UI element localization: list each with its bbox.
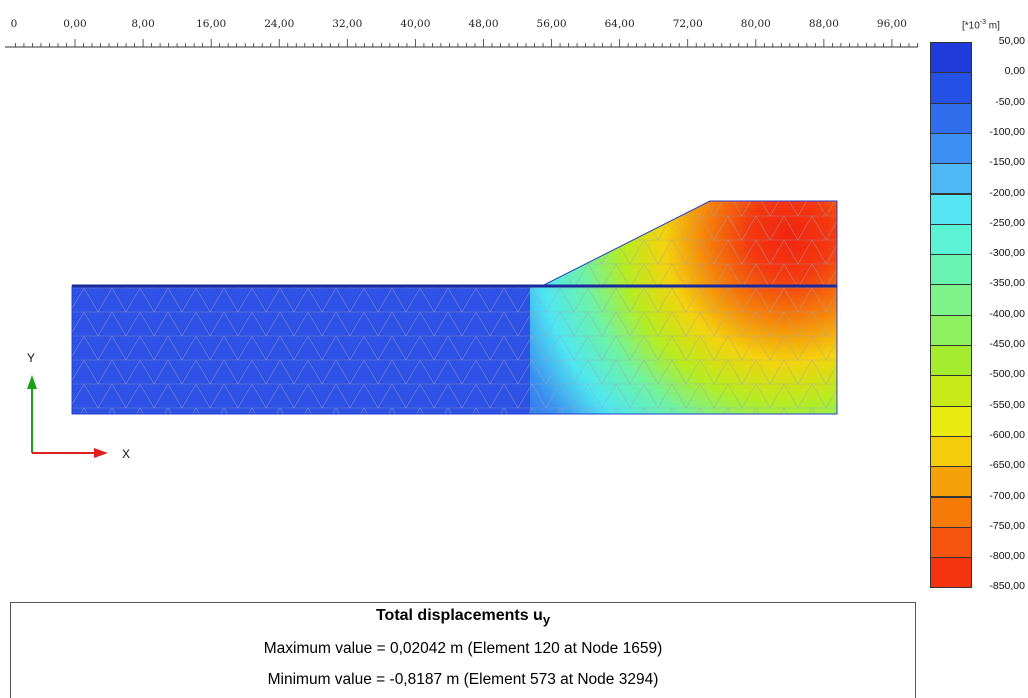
legend-color-box	[930, 132, 972, 165]
legend-color-box	[930, 435, 972, 468]
ruler-ticks	[5, 39, 918, 48]
legend-color-box	[930, 102, 972, 134]
legend-color-box	[930, 496, 972, 528]
legend-color-box	[930, 345, 972, 377]
legend-value-label: -100,00	[989, 125, 1025, 138]
ruler-label: 16,00	[196, 18, 226, 30]
ruler-label: 96,00	[877, 18, 907, 30]
legend-color-box	[930, 375, 972, 407]
y-arrow-head	[27, 375, 37, 389]
max-value-line: Maximum value = 0,02042 m (Element 120 a…	[263, 640, 663, 658]
soil-domain	[72, 201, 837, 414]
ruler-label: 88,00	[809, 18, 839, 30]
legend-value-label: -350,00	[989, 277, 1025, 290]
legend-color-box	[930, 163, 972, 195]
ruler-label: 32,00	[332, 18, 362, 30]
legend-value-label: -850,00	[989, 580, 1025, 593]
legend-value-label: -250,00	[989, 216, 1025, 229]
legend-color-box	[930, 193, 972, 225]
legend-value-label: -400,00	[989, 307, 1025, 320]
ruler-labels: 0 0,00 8,00 16,00 24,00 32,00 40,00 48,00 56,00 6…	[11, 18, 907, 30]
legend-value-label: -600,00	[989, 428, 1025, 441]
min-value-line: Minimum value = -0,8187 m (Element 573 a…	[267, 671, 659, 689]
legend-color-box	[930, 223, 972, 256]
legend-value-label: -50,00	[995, 95, 1025, 108]
x-axis-label: X	[122, 447, 130, 461]
legend-color-box	[930, 405, 972, 437]
results-title: Total displacements uy	[375, 607, 551, 628]
legend-value-label: -450,00	[989, 338, 1025, 350]
legend-value-label: -700,00	[989, 489, 1025, 502]
legend-color-box	[930, 284, 972, 316]
ruler-label: 48,00	[468, 18, 498, 30]
ruler-label: 0,00	[63, 18, 86, 30]
ruler-label: 80,00	[741, 18, 771, 30]
legend-color-box	[930, 72, 972, 104]
displacement-plot[interactable]: Y X	[0, 56, 925, 596]
ruler-label: 8,00	[131, 18, 154, 30]
legend-value-label: -750,00	[989, 519, 1025, 532]
legend-value-label: -800,00	[989, 550, 1025, 563]
legend-value-label: -500,00	[989, 368, 1025, 381]
legend-value-label: -550,00	[989, 398, 1025, 411]
legend-color-box	[930, 314, 972, 346]
ruler-label: 0	[11, 18, 18, 30]
legend-value-label: 50,00	[998, 35, 1025, 47]
ruler-label: 64,00	[605, 18, 635, 30]
y-axis-label: Y	[27, 351, 35, 365]
ruler-label: 72,00	[673, 18, 703, 30]
results-info-panel: Total displacements uy Maximum value = 0…	[10, 602, 916, 698]
legend-color-box	[930, 526, 972, 559]
axis-indicator: Y X	[27, 351, 130, 461]
legend-color-box	[930, 557, 972, 589]
legend-value-label: -200,00	[989, 186, 1025, 199]
legend-units: [*10-3 m]	[962, 19, 1000, 32]
legend-color-box	[930, 254, 972, 286]
ruler-label: 56,00	[537, 18, 567, 30]
x-arrow-head	[94, 448, 108, 458]
ruler-label: 40,00	[400, 18, 430, 30]
color-legend	[930, 42, 974, 589]
ruler-label: 24,00	[264, 18, 294, 30]
legend-value-label: 0,00	[1004, 65, 1025, 78]
legend-value-label: -300,00	[989, 247, 1025, 260]
legend-value-label: -150,00	[989, 156, 1025, 169]
legend-color-box	[930, 466, 972, 498]
horizontal-ruler: 0 0,00 8,00 16,00 24,00 32,00 40,00 48,00 56,00 6…	[5, 18, 918, 48]
legend-color-box	[930, 42, 972, 74]
legend-value-label: -650,00	[989, 459, 1025, 472]
